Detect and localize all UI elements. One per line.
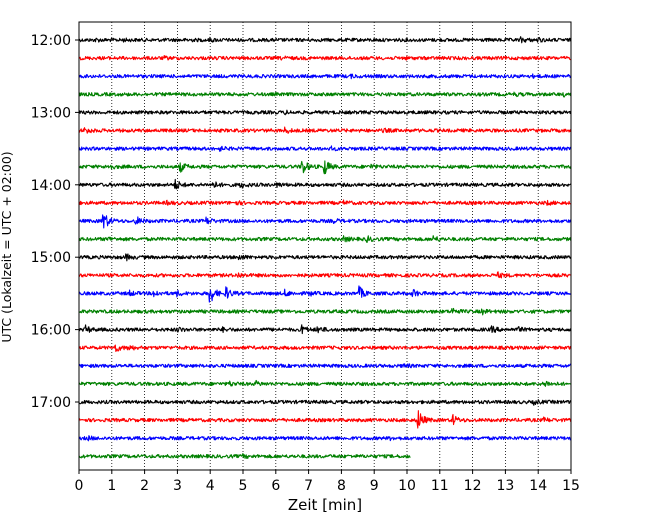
- trace-1715: [78, 410, 572, 429]
- trace-1315: [78, 126, 572, 134]
- trace-1645: [79, 379, 571, 387]
- y-tick-label: 17:00: [31, 395, 71, 411]
- x-tick-label: 2: [140, 478, 149, 494]
- trace-1200: [78, 36, 572, 44]
- trace-1330: [78, 145, 572, 152]
- trace-1630: [78, 363, 572, 369]
- trace-1300: [78, 109, 572, 116]
- trace-1500: [78, 253, 572, 262]
- x-tick-label: 12: [464, 478, 482, 494]
- x-tick-label: 9: [370, 478, 379, 494]
- x-tick-label: 13: [496, 478, 514, 494]
- x-tick-label: 10: [398, 478, 416, 494]
- x-axis: 0 1 2 3 4 5 6 7 8 9 10 11 12 13 14 15: [75, 470, 580, 494]
- trace-1615: [78, 344, 572, 352]
- x-tick-label: 3: [173, 478, 182, 494]
- plot-frame: [78, 21, 572, 471]
- trace-1215: [78, 54, 571, 61]
- x-tick-label: 7: [304, 478, 313, 494]
- trace-1245: [78, 91, 572, 98]
- trace-1530: [78, 285, 572, 303]
- x-tick-label: 1: [107, 478, 116, 494]
- trace-1415: [78, 199, 572, 206]
- y-tick-label: 13:00: [31, 105, 71, 121]
- trace-1230: [78, 73, 572, 80]
- y-tick-label: 15:00: [31, 250, 71, 266]
- trace-1700: [78, 399, 572, 406]
- trace-1600: [78, 324, 572, 335]
- x-tick-label: 8: [337, 478, 346, 494]
- y-tick-label: 14:00: [31, 178, 71, 194]
- trace-1430: [78, 214, 572, 229]
- y-tick-label: 16:00: [31, 323, 71, 339]
- y-tick-label: 12:00: [31, 33, 71, 49]
- trace-1345: [78, 160, 572, 175]
- x-tick-label: 11: [431, 478, 449, 494]
- x-tick-label: 0: [75, 478, 84, 494]
- trace-1445: [78, 235, 572, 243]
- trace-1730: [78, 435, 572, 442]
- x-tick-label: 6: [271, 478, 280, 494]
- x-tick-label: 15: [562, 478, 580, 494]
- x-tick-label: 5: [239, 478, 248, 494]
- trace-1745: [78, 453, 411, 459]
- trace-1400: [78, 178, 572, 190]
- x-axis-title: Zeit [min]: [288, 496, 362, 514]
- y-axis: 12:00 13:00 14:00 15:00 16:00 17:00: [31, 33, 79, 411]
- trace-1515: [78, 271, 571, 279]
- x-tick-label: 14: [529, 478, 547, 494]
- y-axis-title: UTC (Lokalzeit = UTC + 02:00): [0, 151, 14, 342]
- x-tick-label: 4: [206, 478, 215, 494]
- seismic-traces: [78, 36, 572, 459]
- trace-1545: [78, 307, 572, 316]
